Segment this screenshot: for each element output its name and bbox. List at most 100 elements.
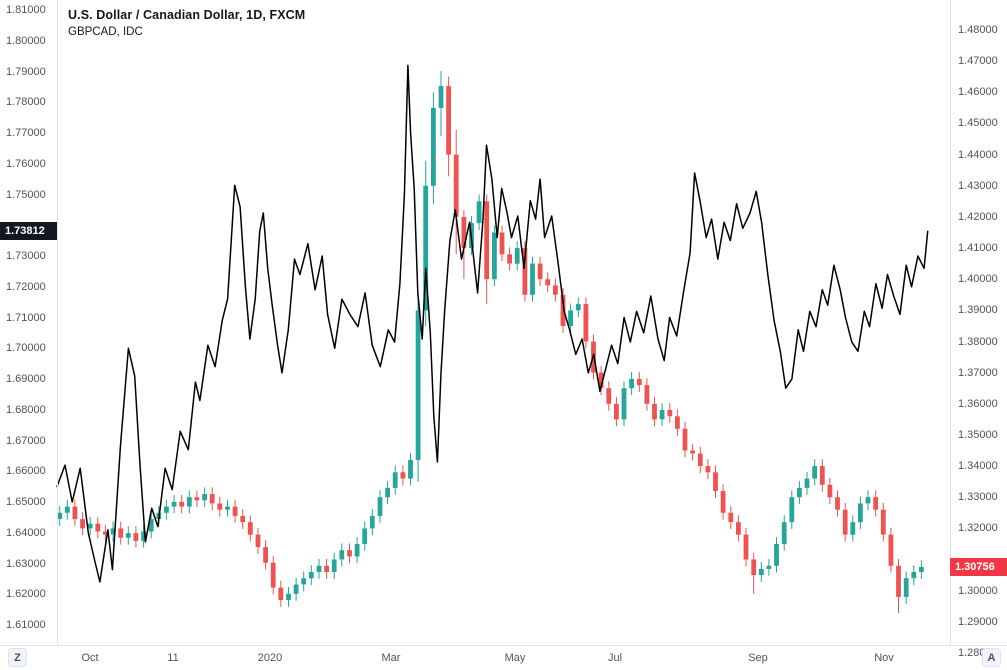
candle-body bbox=[209, 494, 215, 504]
candle-body bbox=[758, 568, 764, 576]
candle-body bbox=[400, 472, 406, 479]
candle-body bbox=[255, 534, 261, 548]
right-price-tick: 1.30000 bbox=[958, 585, 998, 597]
candle-body bbox=[720, 491, 726, 513]
time-tick-jul: Jul bbox=[607, 652, 623, 664]
auto-button[interactable]: A bbox=[982, 648, 1001, 667]
candle-body bbox=[347, 550, 352, 557]
candle-body bbox=[789, 497, 795, 523]
candle-body bbox=[148, 519, 154, 532]
right-price-tick: 1.42000 bbox=[958, 211, 998, 223]
left-price-tick: 1.73000 bbox=[6, 250, 46, 262]
candle-body bbox=[896, 565, 901, 597]
left-axis-border bbox=[57, 0, 58, 645]
left-price-tick: 1.64000 bbox=[6, 527, 46, 539]
candle-body bbox=[819, 466, 825, 485]
candle-body bbox=[697, 453, 703, 467]
candle-body bbox=[690, 450, 695, 454]
right-price-tick: 1.44000 bbox=[958, 149, 998, 161]
candle-body bbox=[354, 544, 360, 557]
right-price-tick: 1.36000 bbox=[958, 398, 998, 410]
candle-body bbox=[766, 565, 772, 569]
candle-body bbox=[72, 506, 78, 520]
candle-body bbox=[492, 232, 497, 280]
candle-body bbox=[583, 304, 589, 342]
candle-body bbox=[675, 416, 680, 429]
candle-body bbox=[461, 216, 467, 249]
left-price-tick: 1.80000 bbox=[6, 35, 46, 47]
right-price-tick: 1.46000 bbox=[958, 86, 998, 98]
candle-body bbox=[644, 385, 650, 404]
candle-body bbox=[270, 562, 276, 588]
candle-body bbox=[598, 372, 604, 389]
candle-body bbox=[415, 310, 421, 460]
right-last-price-badge: 1.30756 bbox=[950, 558, 1007, 576]
candle-body bbox=[408, 459, 413, 479]
time-tick-nov: Nov bbox=[874, 652, 894, 664]
z-button[interactable]: Z bbox=[8, 648, 27, 667]
candle-body bbox=[194, 497, 200, 501]
symbol-title[interactable]: U.S. Dollar / Canadian Dollar, 1D, FXCM bbox=[68, 8, 306, 22]
candle-body bbox=[499, 232, 505, 255]
right-price-tick: 1.32000 bbox=[958, 522, 998, 534]
candle-body bbox=[629, 378, 634, 389]
left-price-tick: 1.66000 bbox=[6, 465, 46, 477]
candle-body bbox=[728, 512, 734, 523]
candle-body bbox=[545, 279, 551, 286]
left-price-tick: 1.78000 bbox=[6, 96, 46, 108]
right-price-tick: 1.47000 bbox=[958, 55, 998, 67]
candle-body bbox=[774, 544, 779, 566]
right-price-tick: 1.37000 bbox=[958, 367, 998, 379]
candle-body bbox=[858, 503, 863, 523]
candle-body bbox=[560, 294, 566, 326]
left-price-tick: 1.77000 bbox=[6, 127, 46, 139]
left-price-tick: 1.62000 bbox=[6, 588, 46, 600]
candle-body bbox=[232, 506, 238, 516]
left-price-tick: 1.79000 bbox=[6, 66, 46, 78]
right-price-tick: 1.39000 bbox=[958, 304, 998, 316]
candle-body bbox=[423, 185, 429, 311]
candlestick-series bbox=[57, 71, 924, 614]
left-price-tick: 1.67000 bbox=[6, 435, 46, 447]
candle-body bbox=[827, 484, 833, 498]
candle-body bbox=[80, 519, 85, 529]
candle-body bbox=[202, 494, 207, 501]
candle-body bbox=[438, 86, 444, 108]
candle-body bbox=[842, 509, 848, 535]
left-price-tick: 1.68000 bbox=[6, 404, 46, 416]
right-price-tick: 1.33000 bbox=[958, 491, 998, 503]
chart-legend: U.S. Dollar / Canadian Dollar, 1D, FXCM … bbox=[68, 8, 305, 38]
overlay-symbol-title[interactable]: GBPCAD, IDC bbox=[68, 26, 143, 38]
left-price-tick: 1.76000 bbox=[6, 158, 46, 170]
candle-body bbox=[133, 533, 139, 541]
candle-body bbox=[575, 304, 581, 311]
candle-body bbox=[240, 515, 246, 523]
right-axis-border bbox=[950, 0, 951, 645]
right-price-tick: 1.41000 bbox=[958, 242, 998, 254]
left-price-tick: 1.72000 bbox=[6, 281, 46, 293]
candle-body bbox=[57, 512, 63, 519]
candle-body bbox=[377, 497, 383, 516]
candle-body bbox=[873, 497, 879, 510]
right-price-tick: 1.35000 bbox=[958, 429, 998, 441]
candle-body bbox=[95, 523, 101, 532]
candle-body bbox=[667, 410, 673, 417]
candle-body bbox=[118, 528, 124, 538]
left-price-tick: 1.70000 bbox=[6, 342, 46, 354]
time-tick-11: 11 bbox=[167, 652, 179, 664]
time-tick-sep: Sep bbox=[748, 652, 768, 664]
candle-body bbox=[263, 547, 268, 563]
candle-body bbox=[392, 472, 398, 488]
left-price-tick: 1.69000 bbox=[6, 373, 46, 385]
candle-body bbox=[453, 154, 459, 217]
candle-body bbox=[385, 487, 390, 498]
left-price-tick: 1.71000 bbox=[6, 312, 46, 324]
candle-body bbox=[64, 506, 70, 513]
candle-body bbox=[362, 528, 368, 544]
candle-body bbox=[446, 86, 451, 155]
candle-body bbox=[186, 497, 192, 507]
candle-body bbox=[369, 515, 375, 529]
candle-body bbox=[110, 528, 116, 535]
